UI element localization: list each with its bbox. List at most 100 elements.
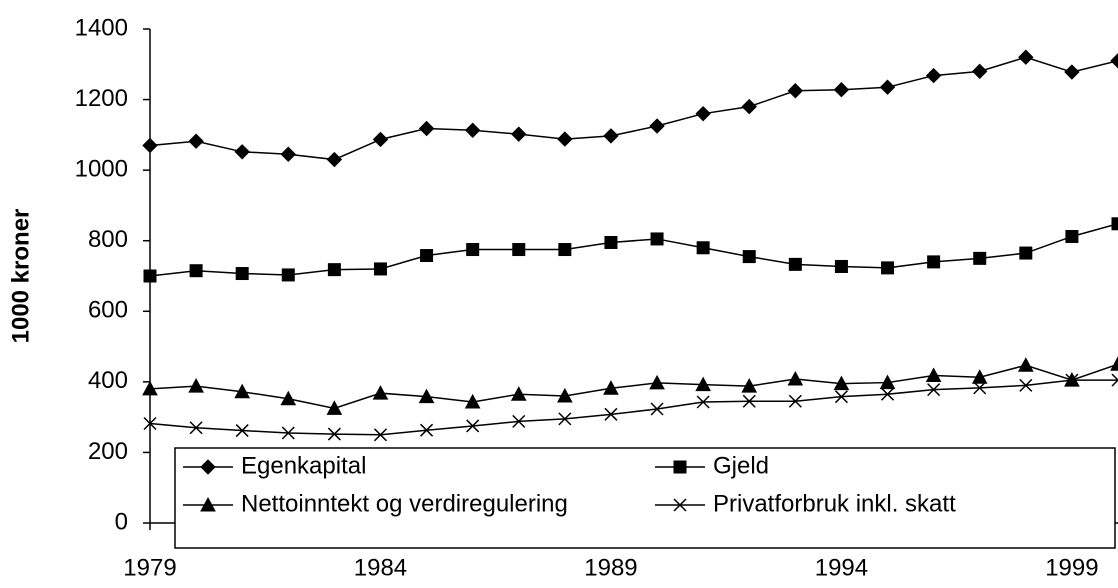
- y-tick-label: 1400: [75, 14, 128, 41]
- marker: [327, 427, 341, 441]
- marker: [558, 412, 572, 426]
- marker: [1019, 378, 1033, 392]
- x-tick-label: 1999: [1045, 554, 1098, 581]
- marker: [927, 383, 941, 397]
- marker: [326, 151, 343, 168]
- legend-marker: [200, 459, 216, 475]
- marker: [280, 390, 297, 406]
- x-tick-label: 1979: [123, 554, 176, 581]
- marker: [281, 268, 295, 282]
- marker: [971, 369, 988, 384]
- marker: [188, 133, 204, 149]
- marker: [833, 375, 850, 391]
- marker: [1065, 373, 1079, 387]
- y-tick-label: 1200: [75, 85, 128, 112]
- legend-marker: [673, 460, 687, 474]
- marker: [464, 393, 481, 409]
- marker: [142, 380, 158, 396]
- marker: [925, 67, 942, 84]
- series-line: [149, 363, 1118, 410]
- marker: [418, 388, 435, 404]
- legend-marker: [200, 496, 216, 512]
- marker: [972, 63, 988, 80]
- marker: [695, 105, 711, 122]
- marker: [927, 255, 941, 269]
- marker: [881, 261, 895, 275]
- marker: [373, 428, 388, 442]
- legend-label: Gjeld: [713, 452, 769, 479]
- marker: [1111, 373, 1118, 387]
- marker: [788, 257, 802, 271]
- marker: [1110, 53, 1118, 69]
- marker: [280, 146, 296, 162]
- marker: [603, 128, 619, 144]
- marker: [372, 385, 389, 400]
- marker: [512, 243, 526, 257]
- marker: [189, 264, 203, 278]
- marker: [879, 79, 896, 95]
- marker: [787, 83, 804, 99]
- marker: [189, 421, 203, 435]
- x-tick-label: 1989: [584, 554, 637, 581]
- legend-label: Egenkapital: [241, 452, 366, 479]
- legend-box: [174, 447, 1116, 549]
- y-tick-label: 800: [88, 226, 128, 253]
- marker: [742, 394, 756, 408]
- marker: [558, 243, 572, 257]
- marker: [880, 387, 895, 401]
- marker: [695, 376, 711, 392]
- marker: [649, 374, 665, 390]
- marker: [143, 416, 157, 431]
- marker: [420, 423, 434, 437]
- marker: [466, 243, 480, 257]
- marker: [511, 126, 527, 142]
- marker: [879, 374, 896, 390]
- marker: [372, 131, 389, 148]
- y-tick-label: 0: [115, 508, 128, 535]
- marker: [235, 424, 249, 438]
- marker: [833, 81, 850, 98]
- marker: [464, 122, 481, 138]
- marker: [834, 390, 848, 404]
- marker: [603, 380, 619, 395]
- marker: [742, 250, 756, 264]
- marker: [143, 269, 157, 283]
- marker: [188, 378, 204, 393]
- marker: [788, 394, 802, 408]
- y-tick-label: 1000: [75, 155, 128, 182]
- marker: [327, 263, 341, 277]
- marker: [1018, 49, 1034, 65]
- marker: [1111, 217, 1118, 231]
- marker: [420, 249, 434, 263]
- marker: [326, 400, 343, 415]
- marker: [741, 378, 758, 393]
- marker: [373, 262, 387, 276]
- legend-marker: [673, 498, 687, 512]
- marker: [604, 235, 618, 249]
- marker: [234, 383, 251, 399]
- marker: [1017, 357, 1034, 372]
- marker: [510, 386, 527, 401]
- y-axis-label: 1000 kroner: [7, 209, 34, 344]
- series-line: [149, 379, 1118, 436]
- marker: [235, 267, 249, 281]
- legend-label: Privatforbruk inkl. skatt: [713, 490, 956, 517]
- marker: [650, 232, 664, 246]
- marker: [604, 407, 618, 421]
- marker: [787, 370, 804, 386]
- marker: [142, 137, 158, 154]
- marker: [1110, 356, 1118, 371]
- marker: [1064, 64, 1080, 80]
- y-tick-label: 600: [88, 297, 128, 324]
- x-tick-label: 1994: [815, 554, 868, 581]
- marker: [512, 414, 526, 428]
- marker: [418, 120, 435, 137]
- series-line: [149, 223, 1118, 277]
- marker: [234, 144, 250, 160]
- marker: [973, 251, 987, 265]
- marker: [557, 387, 573, 403]
- marker: [925, 367, 942, 383]
- x-tick-label: 1984: [354, 554, 407, 581]
- marker: [466, 419, 480, 433]
- legend: Egenkapital Gjeld Nettoinntekt og verdireg…: [174, 447, 1116, 549]
